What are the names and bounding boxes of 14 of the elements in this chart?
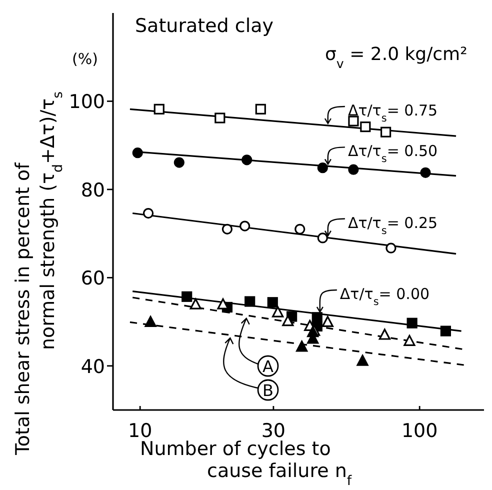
annotation: σ$_{v}$ = 2.0 kg/cm² bbox=[325, 44, 468, 70]
y-tick-label: 80 bbox=[80, 179, 105, 202]
chart-title: Saturated clay bbox=[135, 15, 274, 37]
y-tick-label: 100 bbox=[68, 91, 105, 114]
text: A bbox=[262, 357, 274, 376]
legend-label: Δτ/τ$_{s}$= 0.50 bbox=[348, 142, 438, 166]
legend-label: Δτ/τ$_{s}$= 0.25 bbox=[348, 214, 438, 237]
legend-label: Δτ/τ$_{s}$= 0.00 bbox=[340, 284, 430, 308]
legend-label: Δτ/τ$_{s}$= 0.75 bbox=[348, 102, 438, 124]
text: B bbox=[262, 381, 274, 400]
y-tick-label: 40 bbox=[80, 356, 105, 378]
x-tick-label: 100 bbox=[401, 420, 438, 442]
y-tick-label: 60 bbox=[80, 268, 105, 290]
text: (%) bbox=[72, 50, 98, 68]
